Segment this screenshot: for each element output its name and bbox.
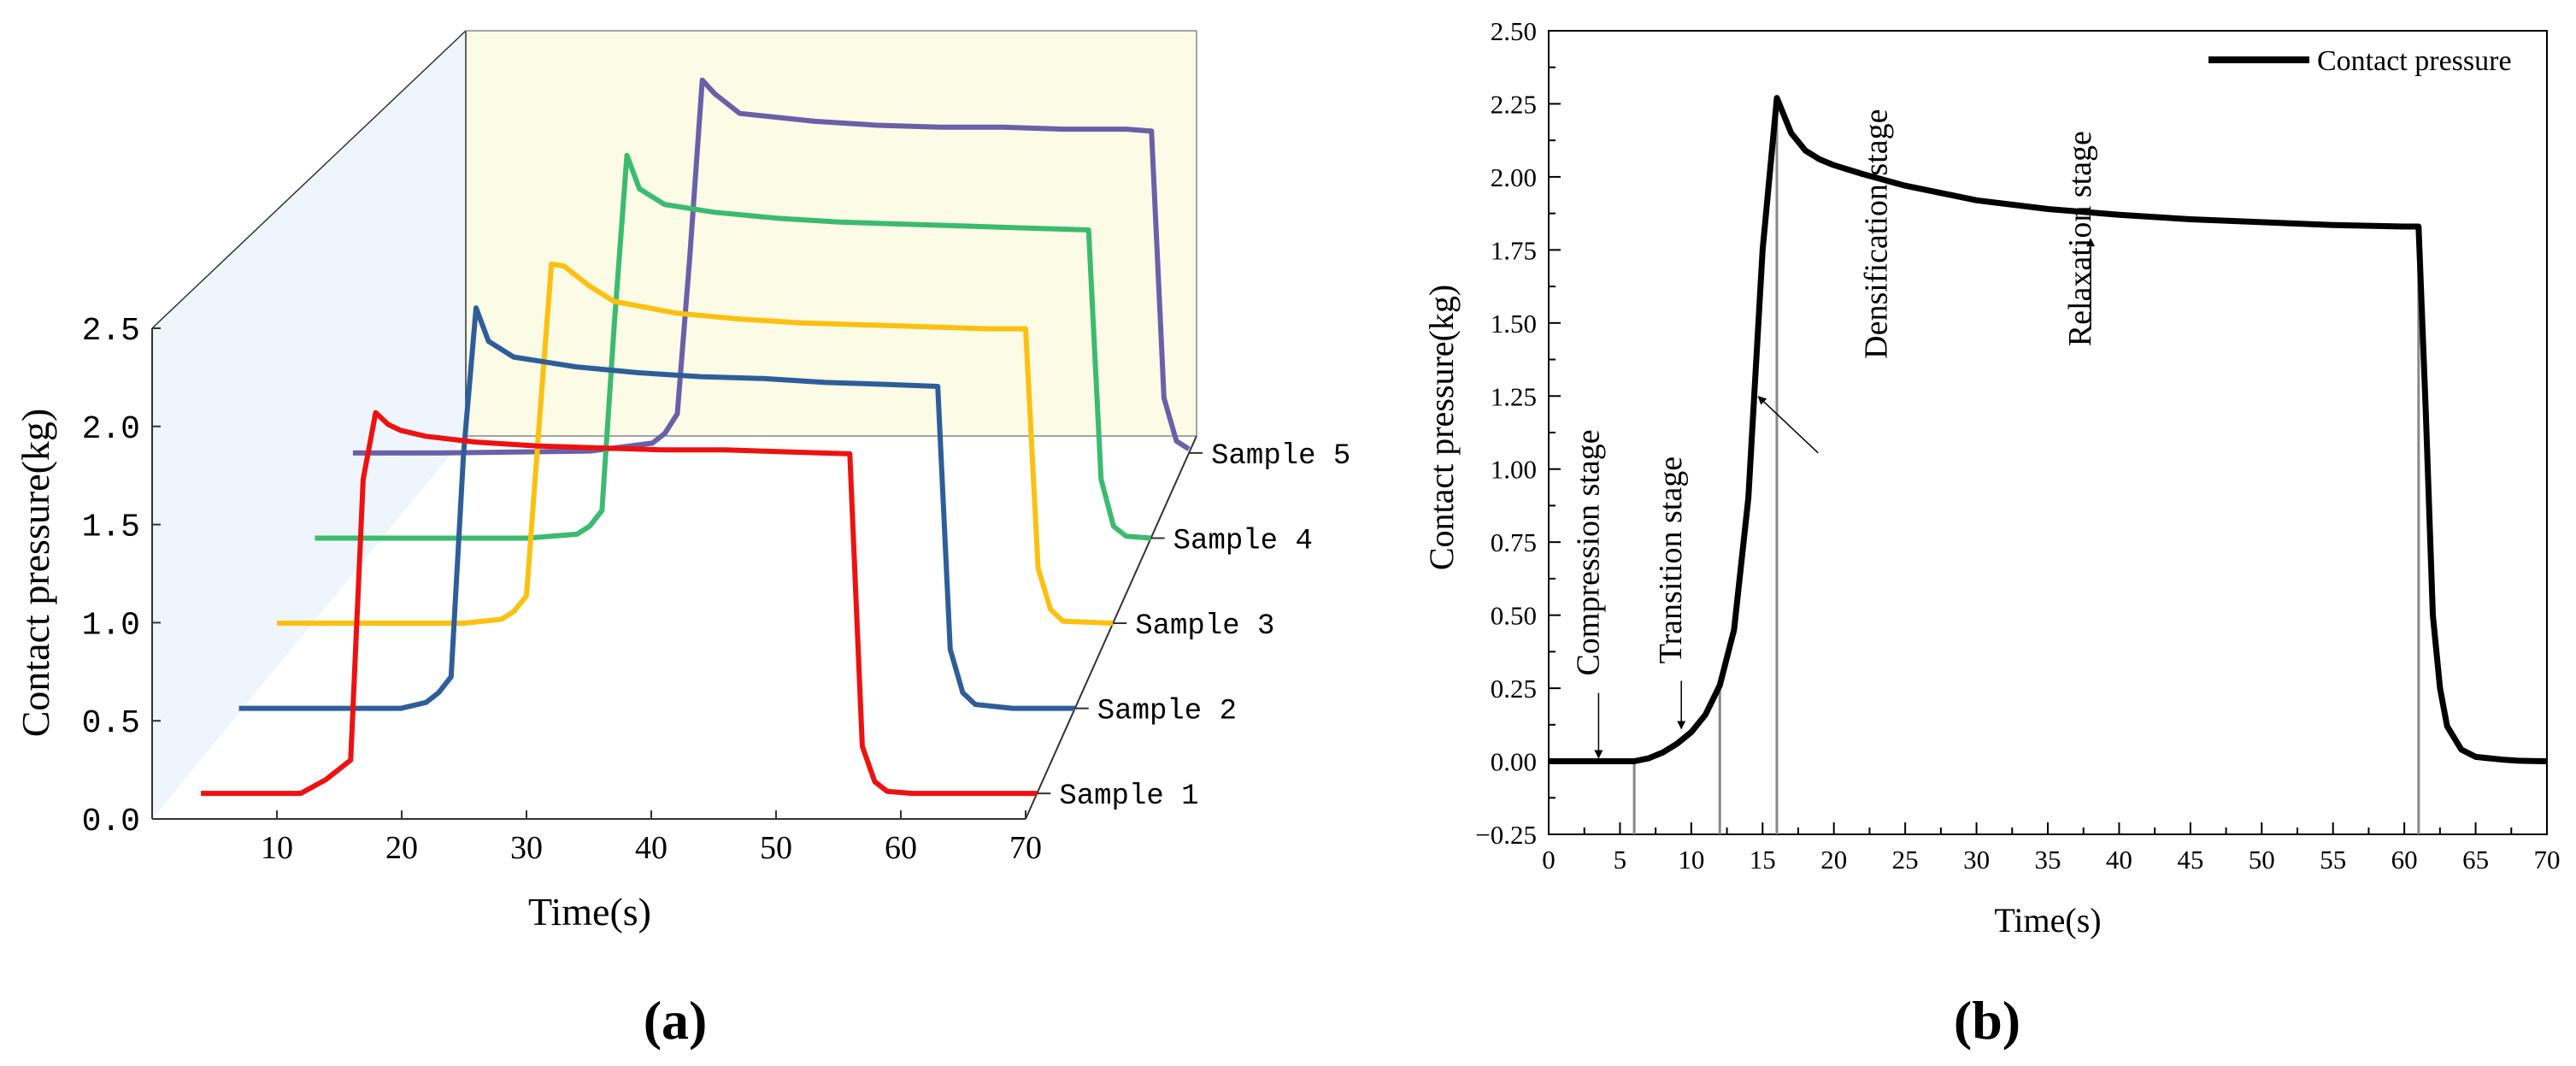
- series-label-sample-2: Sample 2: [1097, 696, 1237, 728]
- annotation-label: Densification stage: [1858, 109, 1894, 359]
- x-tick-label: 15: [1750, 845, 1776, 875]
- y-tick-label: 1.00: [1491, 455, 1537, 485]
- series-line-sample-3: [277, 261, 1114, 626]
- annotation-label: Relaxation stage: [2062, 131, 2098, 346]
- y-tick-label: 2.0: [82, 411, 140, 448]
- x-tick-label: 35: [2035, 845, 2061, 875]
- y-axis-ticks: −0.25 0.00 0.25 0.50 0.75 1.00 1.25 1.50 1.75 2.0…: [1475, 16, 1561, 850]
- annotation-arrow: [1757, 396, 1819, 454]
- x-tick-label: 30: [1963, 845, 1990, 875]
- y-tick-label: 1.25: [1491, 381, 1537, 411]
- x-tick-label: 60: [2391, 845, 2418, 875]
- y-tick-label: 2.5: [82, 313, 140, 350]
- series-line-sample-2: [238, 305, 1075, 711]
- series-label-sample-4: Sample 4: [1173, 525, 1313, 557]
- series-line-sample-4: [315, 152, 1151, 541]
- x-axis-ticks: 0 5 10 15 20 25 30 35 40 45 50 55 60 65 70: [1542, 822, 2561, 875]
- annotation-label: Transition stage: [1653, 456, 1689, 663]
- y-tick-label: 0.75: [1491, 527, 1537, 557]
- y-tick-label: 2.00: [1491, 162, 1537, 192]
- series-line-sample-1: [201, 409, 1038, 797]
- x-tick-label: 25: [1892, 845, 1919, 875]
- x-axis-label: Time(s): [1994, 901, 2101, 939]
- y-tick-label: 0.25: [1491, 674, 1537, 704]
- x-tick-label: 10: [261, 830, 293, 866]
- panel-a-label: (a): [644, 990, 708, 1051]
- panel-a-waterfall-chart: 0.0 0.5 1.0 1.5 2.0 2.5 10 20 30 40 50 60 70 Sample…: [14, 30, 1350, 1051]
- x-tick-label: 0: [1542, 845, 1556, 875]
- y-axis-label: Contact pressure(kg): [1422, 285, 1461, 570]
- series-group: Sample 5 Sample 4 Sample 3 Sample 2 Sample 1: [201, 77, 1350, 813]
- x-axis-label: Time(s): [528, 890, 651, 933]
- legend-label: Contact pressure: [2317, 45, 2512, 77]
- annotation-label: Compression stage: [1570, 429, 1606, 675]
- side-wall: [152, 31, 466, 819]
- side-wall-top-edge: [151, 30, 467, 329]
- series-label-sample-3: Sample 3: [1135, 610, 1274, 643]
- x-tick-label: 10: [1678, 845, 1704, 875]
- panel-b-line-chart: −0.25 0.00 0.25 0.50 0.75 1.00 1.25 1.50 1.75 2.0…: [1422, 16, 2561, 1051]
- series-line-contact-pressure: [1549, 95, 2548, 764]
- x-tick-label: 50: [2249, 845, 2275, 875]
- series-line-sample-5: [352, 77, 1191, 456]
- series-label-sample-1: Sample 1: [1059, 780, 1198, 813]
- y-tick-label: 0.00: [1491, 747, 1537, 777]
- x-tick-label: 55: [2320, 845, 2346, 875]
- y-tick-label: 1.75: [1491, 235, 1537, 265]
- back-wall: [466, 31, 1197, 436]
- x-tick-label: 60: [885, 830, 917, 866]
- x-tick-label: 70: [2534, 845, 2561, 875]
- y-tick-label: 1.5: [82, 509, 140, 546]
- x-axis-ticks: 10 20 30 40 50 60 70: [261, 810, 1042, 866]
- y-tick-label: 0.50: [1491, 601, 1537, 631]
- x-tick-label: 50: [760, 830, 792, 866]
- x-tick-label: 30: [510, 830, 543, 866]
- x-tick-label: 5: [1614, 845, 1627, 875]
- y-tick-label: 1.0: [82, 607, 140, 644]
- y-tick-label: 0.5: [82, 705, 140, 742]
- x-tick-label: 20: [385, 830, 418, 866]
- panel-b-label: (b): [1954, 990, 2020, 1051]
- y-axis-ticks: 0.0 0.5 1.0 1.5 2.0 2.5: [82, 313, 161, 840]
- x-tick-label: 45: [2177, 845, 2203, 875]
- y-tick-label: 0.0: [82, 804, 140, 840]
- x-tick-label: 40: [2106, 845, 2132, 875]
- y-tick-label: 1.50: [1491, 309, 1537, 339]
- annotations: Compression stage Transition stage Densifi…: [1570, 109, 2098, 759]
- legend: Contact pressure: [2208, 45, 2512, 77]
- depth-axis-line: [1025, 435, 1197, 820]
- series-group: [1549, 95, 2548, 764]
- y-axis-label: Contact pressure(kg): [14, 409, 57, 738]
- x-tick-label: 65: [2462, 845, 2489, 875]
- y-tick-label: 2.50: [1491, 16, 1537, 46]
- x-tick-label: 70: [1009, 830, 1042, 866]
- y-tick-label: −0.25: [1475, 820, 1537, 850]
- x-tick-label: 20: [1820, 845, 1847, 875]
- stage-boundary-lines: [1632, 97, 2420, 834]
- y-tick-label: 2.25: [1491, 89, 1537, 119]
- series-label-sample-5: Sample 5: [1211, 440, 1350, 473]
- plot-frame: [1548, 30, 2548, 835]
- x-tick-label: 40: [635, 830, 668, 866]
